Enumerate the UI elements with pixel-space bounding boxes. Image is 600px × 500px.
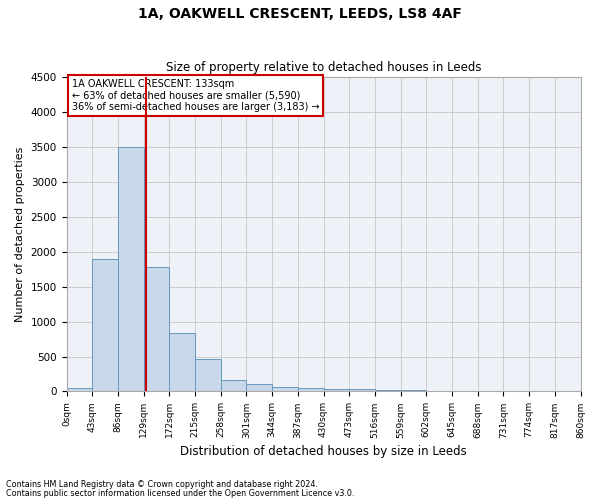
- Bar: [92, 258, 118, 392]
- Bar: [401, 390, 427, 392]
- X-axis label: Distribution of detached houses by size in Leeds: Distribution of detached houses by size …: [180, 444, 467, 458]
- Bar: [143, 267, 169, 392]
- Bar: [247, 384, 272, 392]
- Bar: [323, 388, 349, 392]
- Bar: [427, 391, 452, 392]
- Y-axis label: Number of detached properties: Number of detached properties: [15, 146, 25, 322]
- Text: Contains HM Land Registry data © Crown copyright and database right 2024.: Contains HM Land Registry data © Crown c…: [6, 480, 318, 489]
- Bar: [375, 390, 401, 392]
- Bar: [169, 333, 195, 392]
- Title: Size of property relative to detached houses in Leeds: Size of property relative to detached ho…: [166, 62, 481, 74]
- Bar: [195, 360, 221, 392]
- Text: 1A, OAKWELL CRESCENT, LEEDS, LS8 4AF: 1A, OAKWELL CRESCENT, LEEDS, LS8 4AF: [138, 8, 462, 22]
- Bar: [452, 391, 478, 392]
- Bar: [221, 380, 247, 392]
- Bar: [298, 388, 323, 392]
- Bar: [118, 147, 143, 392]
- Bar: [272, 386, 298, 392]
- Text: Contains public sector information licensed under the Open Government Licence v3: Contains public sector information licen…: [6, 488, 355, 498]
- Bar: [349, 390, 375, 392]
- Bar: [67, 388, 92, 392]
- Text: 1A OAKWELL CRESCENT: 133sqm
← 63% of detached houses are smaller (5,590)
36% of : 1A OAKWELL CRESCENT: 133sqm ← 63% of det…: [71, 78, 319, 112]
